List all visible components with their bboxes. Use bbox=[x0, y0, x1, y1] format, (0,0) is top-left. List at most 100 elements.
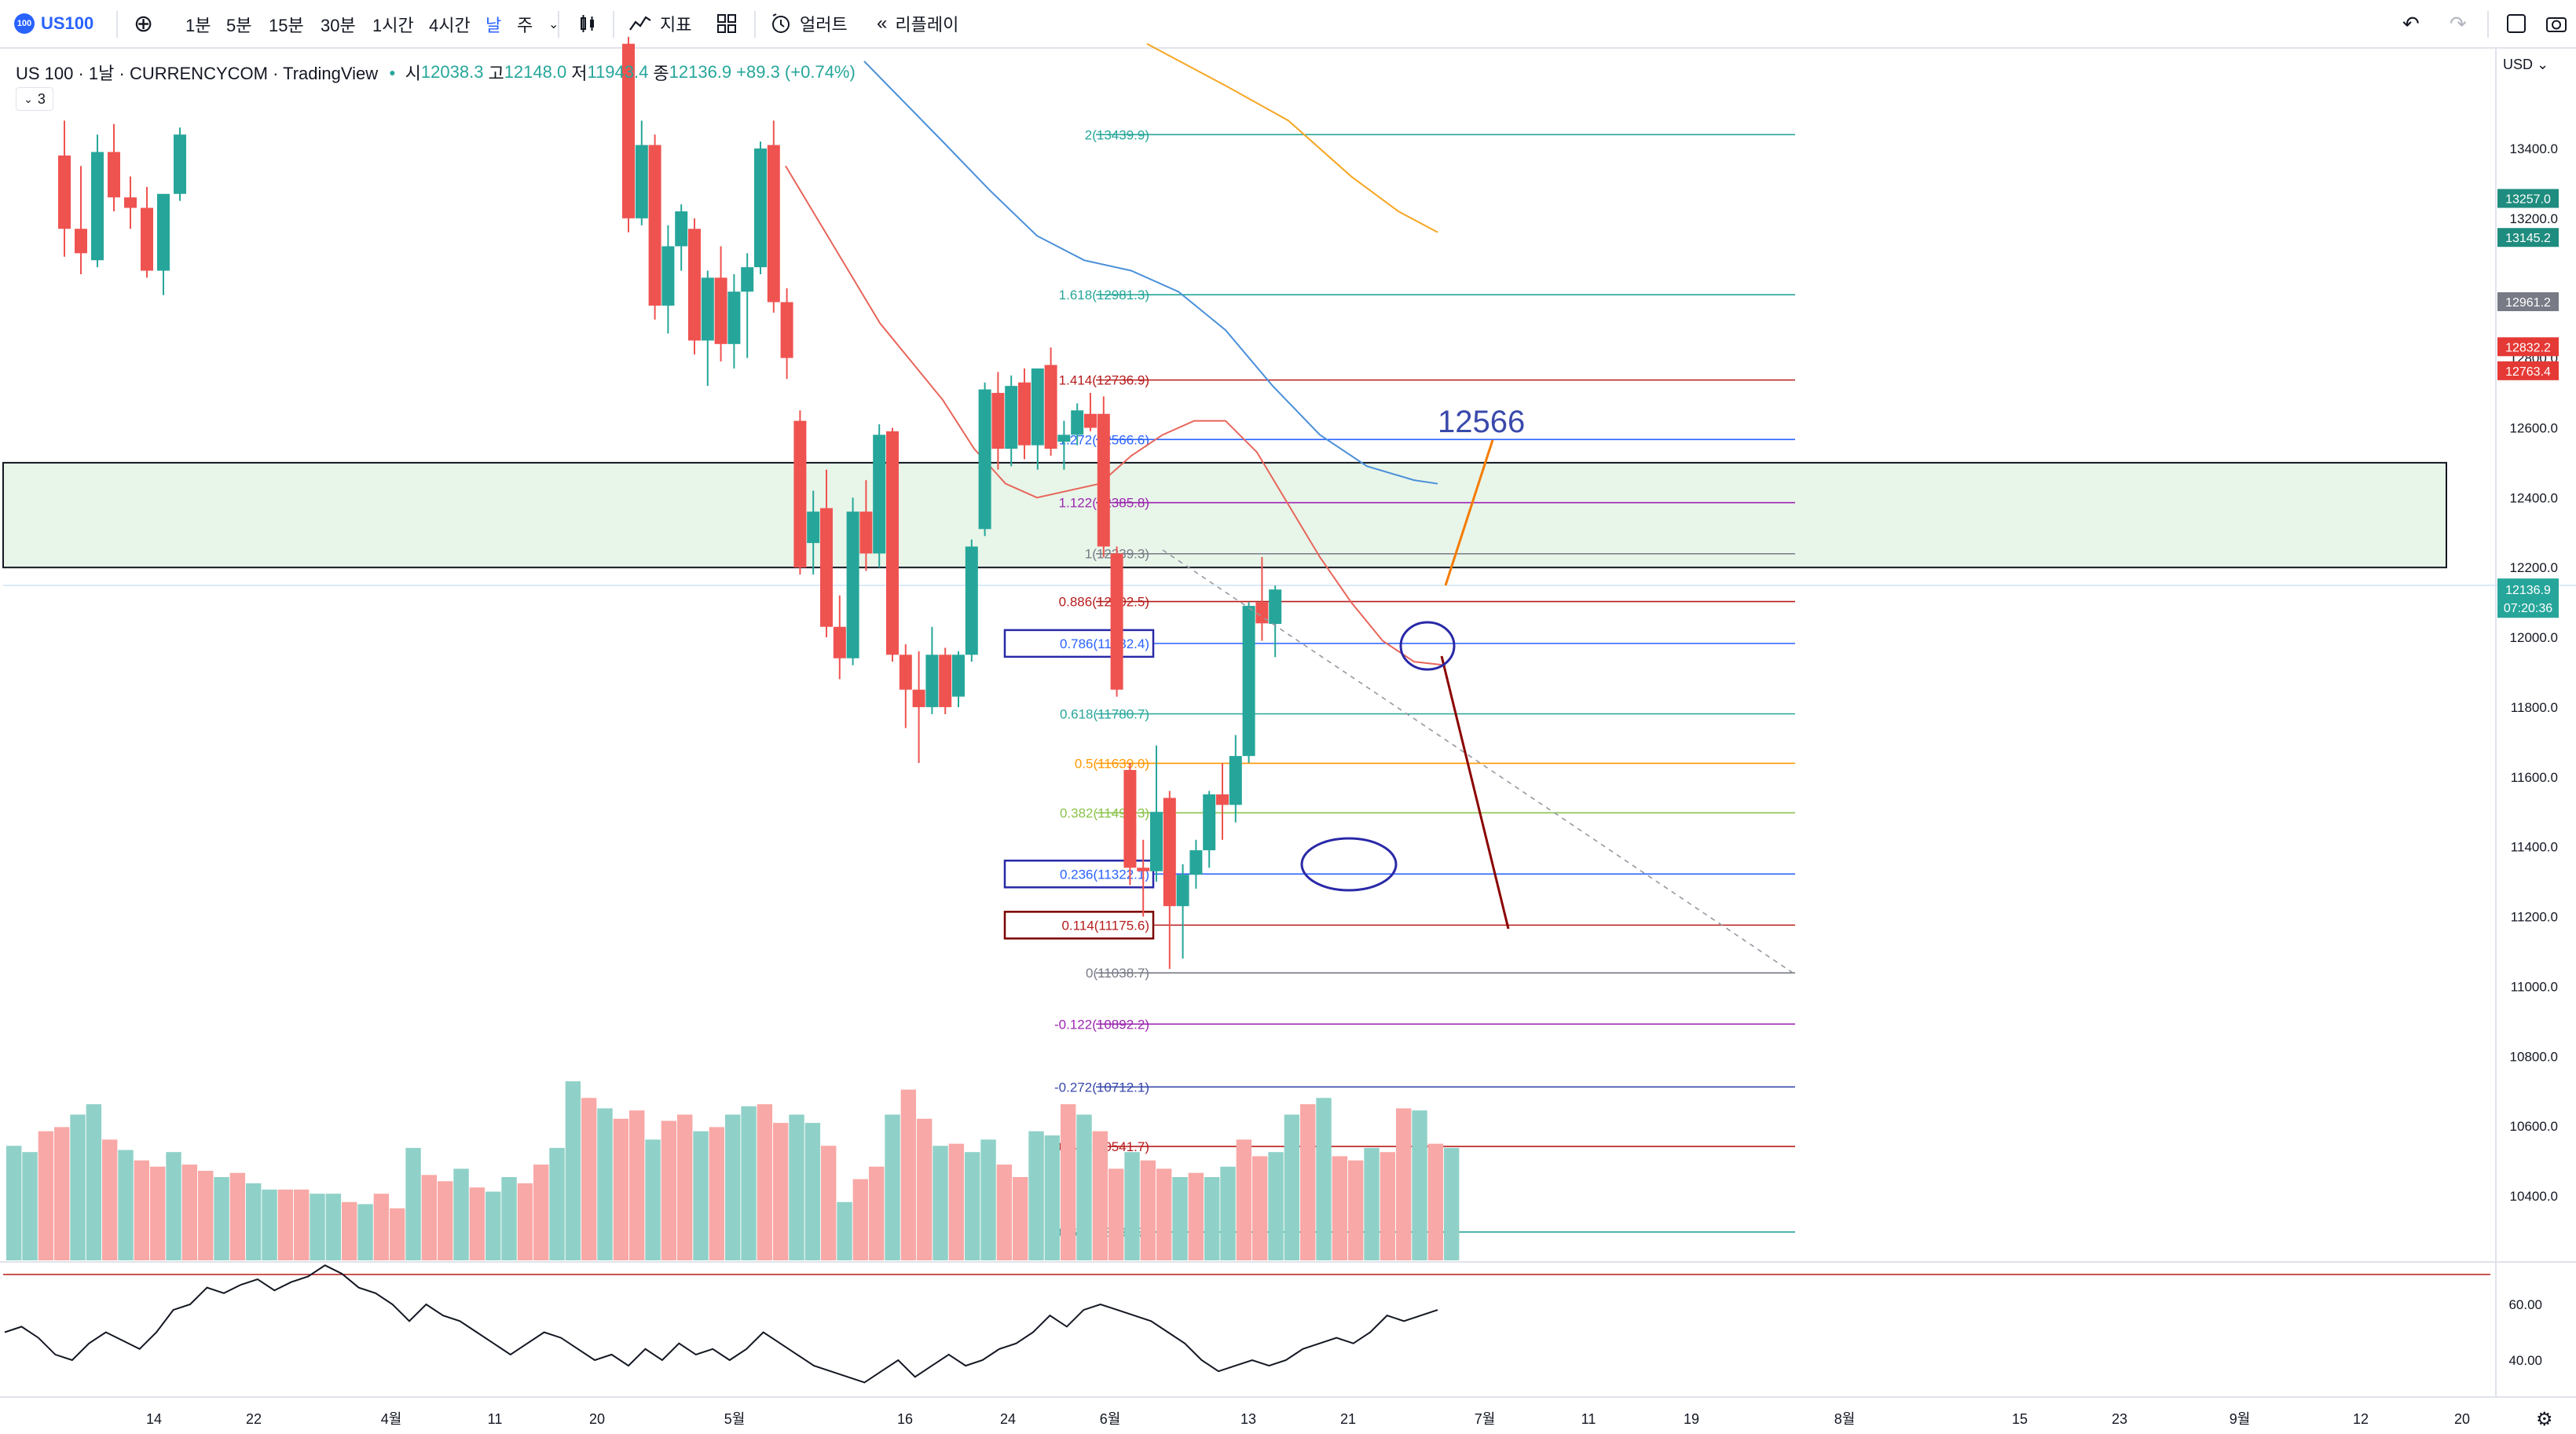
volume-bar bbox=[852, 1179, 869, 1260]
candle-body bbox=[873, 435, 886, 554]
fullscreen-icon[interactable] bbox=[2506, 0, 2527, 48]
price-axis-tick: 10400.0 bbox=[2510, 1189, 2558, 1204]
price-axis-tick: 12200.0 bbox=[2510, 560, 2558, 575]
indicators-button[interactable]: 지표 bbox=[628, 0, 691, 48]
interval-week[interactable]: 주 bbox=[517, 16, 533, 35]
candle-body bbox=[886, 431, 899, 655]
top-toolbar: 100 US100 ⊕ 1분 5분 15분 30분 1시간 4시간 날 주 ⌄ … bbox=[0, 0, 2576, 49]
candle-body bbox=[820, 508, 833, 627]
time-axis-label: 21 bbox=[1340, 1411, 1356, 1427]
volume-bar bbox=[262, 1189, 277, 1260]
highlight-circle-lower bbox=[1300, 837, 1398, 892]
interval-15m[interactable]: 15분 bbox=[269, 16, 304, 35]
trend-dashed-line bbox=[1162, 549, 1796, 975]
volume-bar bbox=[438, 1181, 453, 1260]
fib-level-label: 0.786(11982.4) bbox=[1060, 636, 1149, 651]
volume-bar bbox=[1300, 1104, 1316, 1260]
legend-high: 12148.0 bbox=[504, 62, 567, 82]
chart-type-candles-icon[interactable] bbox=[577, 0, 599, 48]
fib-level-label: 0.886(12102.5) bbox=[1059, 595, 1149, 610]
time-axis-label: 6월 bbox=[1100, 1411, 1121, 1427]
volume-bar bbox=[996, 1164, 1013, 1260]
fib-level-label: 1.414(12736.9) bbox=[1059, 373, 1149, 388]
legend-low-label: 저 bbox=[571, 64, 588, 83]
symbol-search[interactable]: 100 US100 bbox=[14, 0, 93, 48]
interval-1h[interactable]: 1시간 bbox=[372, 16, 414, 35]
redo-icon[interactable]: ↷ bbox=[2450, 11, 2467, 35]
volume-bar bbox=[661, 1120, 677, 1260]
volume-bar bbox=[980, 1139, 996, 1260]
legend-close-label: 종 bbox=[653, 64, 669, 83]
volume-bar bbox=[70, 1114, 86, 1260]
currency-selector[interactable]: USD ⌄ bbox=[2503, 57, 2549, 72]
volume-bar bbox=[933, 1146, 948, 1260]
price-axis-badge bbox=[2497, 361, 2559, 380]
volume-bar bbox=[741, 1106, 757, 1260]
price-axis-tick: 10800.0 bbox=[2510, 1049, 2558, 1064]
live-dot-icon: ● bbox=[389, 66, 396, 79]
price-axis-badge-text: 13145.2 bbox=[2505, 232, 2551, 245]
price-axis-tick: 11400.0 bbox=[2511, 840, 2558, 855]
settings-gear-icon: ⚙ bbox=[2536, 1409, 2553, 1430]
indicator-collapse-button[interactable]: ⌄ 3 bbox=[16, 87, 53, 111]
interval-1m[interactable]: 1분 bbox=[185, 16, 211, 35]
time-axis-label: 20 bbox=[2454, 1411, 2470, 1427]
candle-body bbox=[1150, 812, 1163, 871]
legend-high-label: 고 bbox=[488, 64, 504, 83]
chart-legend: US 100 · 1날 · CURRENCYCOM · TradingView … bbox=[16, 60, 860, 85]
candle-body bbox=[741, 267, 754, 292]
candle-body bbox=[1031, 368, 1044, 446]
candle-body bbox=[1242, 606, 1255, 757]
replay-button[interactable]: « 리플레이 bbox=[877, 0, 958, 48]
fib-level-label: 0(11038.7) bbox=[1086, 966, 1149, 981]
time-axis-label: 20 bbox=[589, 1411, 605, 1427]
price-axis-badge bbox=[2497, 189, 2559, 208]
rsi-axis-tick: 60.00 bbox=[2508, 1297, 2542, 1312]
undo-icon[interactable]: ↶ bbox=[2402, 11, 2420, 35]
candle-body bbox=[1229, 756, 1242, 805]
candle-body bbox=[925, 655, 939, 707]
candle-body bbox=[75, 229, 87, 254]
volume-bar bbox=[357, 1204, 373, 1260]
alert-button[interactable]: 얼러트 bbox=[770, 0, 848, 48]
ema-mid-line bbox=[863, 61, 1438, 485]
interval-5m[interactable]: 5분 bbox=[226, 16, 252, 35]
price-axis-tick: 12000.0 bbox=[2510, 630, 2558, 645]
volume-bar bbox=[549, 1147, 565, 1260]
interval-dropdown-chevron-icon[interactable]: ⌄ bbox=[548, 18, 559, 31]
volume-bar bbox=[1188, 1172, 1204, 1260]
ema-fast-line bbox=[785, 165, 1446, 666]
volume-bar bbox=[581, 1098, 597, 1260]
interval-4h[interactable]: 4시간 bbox=[429, 16, 471, 35]
volume-bar bbox=[1396, 1108, 1412, 1260]
candle-body bbox=[807, 512, 820, 544]
price-axis-tick: 11600.0 bbox=[2511, 770, 2558, 785]
screenshot-camera-icon[interactable] bbox=[2545, 0, 2567, 48]
volume-bar bbox=[118, 1150, 134, 1260]
volume-bar bbox=[229, 1172, 246, 1260]
symbol-logo-icon: 100 bbox=[14, 13, 35, 34]
volume-bar bbox=[1348, 1160, 1364, 1260]
legend-change: +89.3 (+0.74%) bbox=[736, 62, 856, 82]
candle-body bbox=[793, 420, 807, 568]
volume-bar bbox=[1028, 1131, 1044, 1260]
candle-body bbox=[1189, 850, 1203, 875]
volume-bar bbox=[725, 1114, 741, 1260]
layout-grid-icon[interactable] bbox=[716, 0, 737, 48]
current-price-badge bbox=[2497, 578, 2559, 618]
legend-title: US 100 · 1날 · CURRENCYCOM · TradingView bbox=[16, 64, 379, 83]
fib-level-label: 1.618(12981.3) bbox=[1059, 288, 1149, 303]
volume-bar bbox=[277, 1189, 294, 1260]
projection-up-arrow bbox=[1444, 439, 1494, 586]
volume-bar bbox=[1156, 1168, 1172, 1260]
candle-body bbox=[767, 145, 780, 303]
volume-bar bbox=[709, 1127, 725, 1260]
interval-day[interactable]: 날 bbox=[486, 16, 502, 35]
candle-body bbox=[1057, 435, 1071, 442]
price-axis-tick: 11000.0 bbox=[2511, 979, 2558, 994]
price-axis-tick: 11200.0 bbox=[2511, 910, 2558, 925]
time-axis-label: 12 bbox=[2353, 1411, 2369, 1427]
compare-add-icon[interactable]: ⊕ bbox=[134, 10, 154, 37]
interval-30m[interactable]: 30분 bbox=[321, 16, 356, 35]
